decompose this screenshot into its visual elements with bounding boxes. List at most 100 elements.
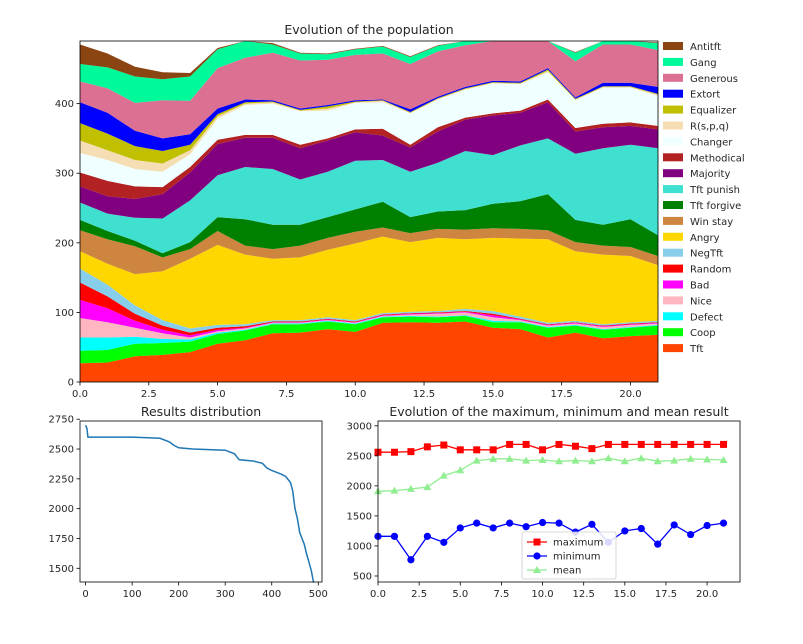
distribution-line (84, 424, 315, 583)
population-legend: Antitft Gang Generous Extort Equalizer R(s,p,… (663, 42, 745, 355)
area-gang (80, 41, 658, 103)
0-x-tick-label: 2.5 (141, 389, 157, 400)
minimum-point (670, 521, 678, 529)
legend-label: Defect (690, 312, 723, 323)
legend-item: Antitft (663, 42, 721, 53)
legend-item: Equalizer (663, 105, 737, 117)
mean-point (620, 457, 629, 465)
legend-label: minimum (553, 552, 600, 563)
legend-label: Generous (690, 74, 738, 85)
minimum-point (506, 519, 514, 527)
1-y-tick-label: 2000 (49, 504, 74, 515)
2-x-tick-label: 17.5 (655, 589, 677, 600)
max-min-mean-x-ticks: 0.0 2.5 5.0 7.5 10.0 12.5 15.0 17.5 20.0 (370, 582, 718, 600)
2-y-tick-label: 2000 (347, 481, 372, 492)
legend-label: Angry (690, 233, 720, 244)
1-y-tick-label: 2250 (49, 474, 74, 485)
maximum-point (423, 443, 431, 451)
maximum-point (390, 448, 398, 456)
area-extort (80, 68, 658, 151)
series-maximum (374, 440, 728, 456)
1-x-tick-label: 100 (123, 589, 142, 600)
max-min-mean-chart-title: Evolution of the maximum, minimum and me… (389, 404, 728, 419)
1-x-tick-label: 500 (309, 589, 328, 600)
legend-swatch (663, 216, 683, 225)
legend-item: Methodical (663, 153, 745, 164)
2-x-tick-label: 0.0 (370, 589, 386, 600)
maximum-point (654, 440, 662, 448)
legend-item: R(s,p,q) (663, 121, 729, 133)
maximum-point (670, 440, 678, 448)
legend-swatch (663, 344, 683, 353)
population-x-ticks: 0.0 2.5 5.0 7.5 10.0 12.5 15.0 17.5 20.0 (72, 382, 642, 400)
maximum-point (703, 440, 711, 448)
mean-point (604, 454, 613, 462)
legend-swatch (663, 89, 683, 98)
legend-item: Tft punish (663, 185, 740, 196)
maximum-line (378, 443, 724, 453)
2-x-tick-label: 12.5 (573, 589, 595, 600)
area-nice (80, 312, 658, 340)
area-win-stay (80, 227, 658, 275)
minimum-point (473, 519, 481, 527)
legend-label: Methodical (690, 153, 745, 164)
results-plot-frame (79, 420, 323, 583)
legend-item: Extort (663, 89, 720, 101)
0-y-tick-label: 0 (68, 378, 74, 389)
maximum-point (637, 440, 645, 448)
maximum-point (456, 446, 464, 454)
legend-swatch (663, 185, 683, 194)
2-y-tick-label: 1500 (347, 511, 372, 522)
0-x-tick-label: 20.0 (619, 389, 641, 400)
legend-item: Tft forgive (663, 201, 741, 212)
legend-item: mean (527, 566, 581, 577)
max-min-mean-chart: 0.0 2.5 5.0 7.5 10.0 12.5 15.0 17.5 20.0 500 1000… (347, 404, 741, 600)
minimum-line (378, 521, 724, 561)
mean-point (439, 471, 448, 479)
legend-item: Coop (663, 328, 716, 339)
minimum-point (538, 518, 547, 527)
population-plot-frame (79, 40, 659, 383)
max-min-mean-legend: maximum minimum mean (521, 531, 617, 580)
legend-label: Majority (690, 169, 730, 180)
maximum-point (604, 440, 612, 448)
area-majority (80, 102, 658, 219)
0-x-tick-label: 15.0 (482, 389, 504, 400)
legend-label: maximum (553, 538, 603, 549)
maximum-point (687, 440, 695, 448)
legend-swatch (663, 312, 683, 321)
maximum-point (489, 446, 497, 454)
area-antitft (80, 41, 658, 80)
maximum-point (440, 441, 448, 449)
1-x-tick-label: 300 (216, 589, 235, 600)
0-x-tick-label: 12.5 (413, 389, 435, 400)
legend-swatch (663, 121, 683, 130)
legend-label: Win stay (690, 217, 733, 228)
results-distribution-chart: 0 100 200 300 400 500 1500 1750 2000 2250 2500 275… (49, 404, 328, 600)
mean-point (719, 456, 728, 464)
legend-swatch (663, 232, 683, 241)
1-x-tick-label: 0 (82, 589, 88, 600)
legend-swatch (663, 169, 683, 178)
area-tft-forgive (80, 194, 658, 258)
0-x-tick-label: 10.0 (344, 389, 366, 400)
legend-swatch (663, 248, 683, 257)
1-y-tick-label: 2500 (49, 445, 74, 456)
minimum-point (456, 524, 464, 532)
maximum-point (555, 440, 563, 448)
legend-item: Defect (663, 312, 723, 323)
legend-marker (533, 566, 541, 573)
mean-point (571, 456, 580, 464)
legend-item: Changer (663, 137, 733, 148)
mean-point (637, 454, 646, 462)
area-negtft (80, 268, 658, 333)
legend-item: Bad (663, 280, 709, 292)
0-y-tick-label: 200 (55, 238, 74, 249)
legend-label: Bad (690, 281, 709, 292)
minimum-point (407, 556, 415, 564)
legend-swatch (663, 153, 683, 162)
maximum-point (506, 440, 514, 448)
area-changer (80, 72, 658, 188)
maximum-point (621, 440, 629, 448)
